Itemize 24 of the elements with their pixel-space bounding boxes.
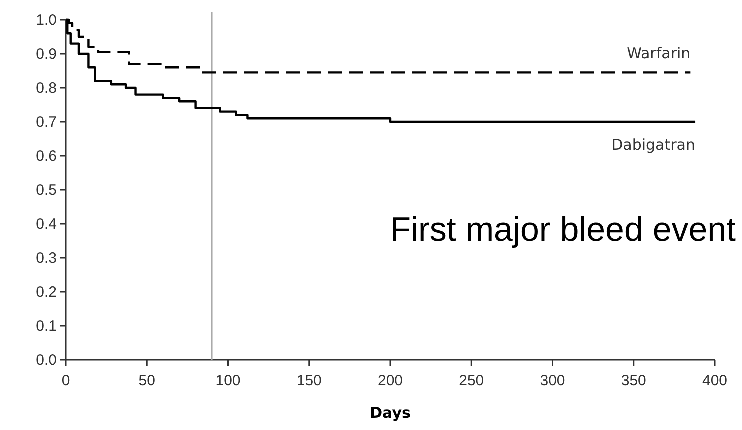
x-tick-label: 100 [216, 372, 241, 390]
x-axis-title: Days [370, 404, 411, 422]
y-tick-label: 0.8 [36, 80, 57, 97]
y-tick-label: 0.5 [36, 182, 57, 199]
y-tick-label: 0.3 [36, 250, 57, 267]
y-tick-label: 0.0 [36, 352, 57, 369]
y-tick-label: 0.1 [36, 318, 57, 335]
x-tick-label: 350 [621, 372, 646, 390]
x-tick-label: 200 [378, 372, 404, 390]
y-tick-label: 0.9 [36, 46, 57, 63]
y-tick-label: 1.0 [36, 12, 57, 29]
x-tick-label: 150 [296, 372, 322, 390]
y-tick-label: 0.2 [36, 284, 57, 301]
series-label: Dabigatran [612, 136, 696, 154]
y-tick-label: 0.4 [36, 216, 57, 233]
series-label: Warfarin [627, 44, 691, 63]
x-tick-label: 50 [138, 372, 156, 390]
x-tick-label: 250 [459, 372, 484, 390]
y-tick-label: 0.7 [36, 114, 57, 131]
annotation: First major bleed event [390, 211, 737, 249]
x-tick-label: 300 [540, 372, 566, 390]
x-tick-label: 0 [62, 372, 70, 390]
x-tick-label: 400 [702, 372, 728, 390]
y-tick-label: 0.6 [36, 148, 57, 165]
